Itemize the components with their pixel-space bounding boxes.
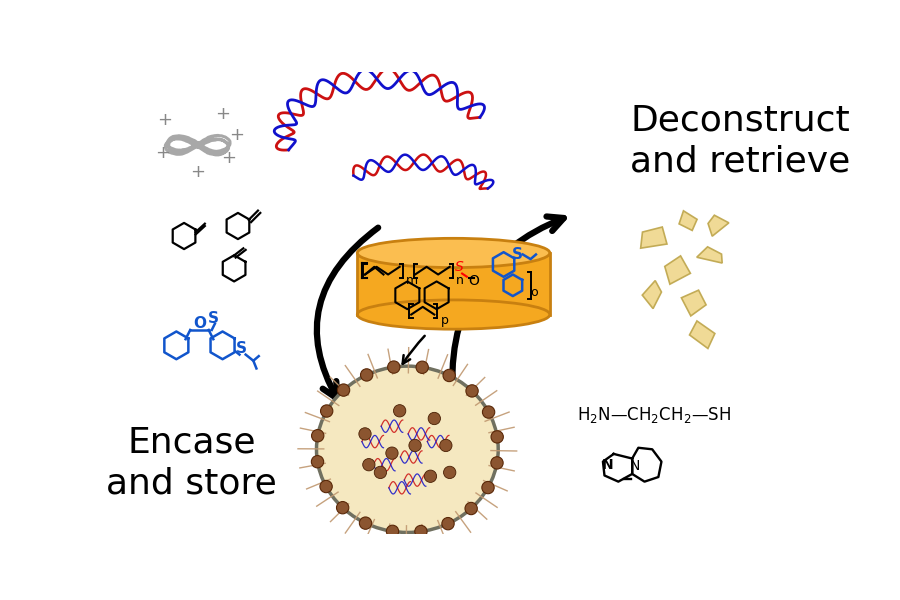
Text: n: n — [456, 274, 464, 287]
Ellipse shape — [357, 238, 550, 268]
Polygon shape — [357, 253, 550, 314]
Circle shape — [311, 430, 324, 442]
Text: o: o — [531, 286, 538, 299]
Circle shape — [359, 428, 371, 440]
Text: S: S — [236, 341, 247, 356]
Circle shape — [363, 458, 375, 471]
Circle shape — [428, 412, 440, 425]
Circle shape — [361, 369, 373, 381]
Circle shape — [320, 405, 333, 417]
Circle shape — [320, 481, 332, 493]
Text: +: + — [155, 144, 170, 162]
Polygon shape — [643, 281, 662, 308]
Circle shape — [440, 439, 452, 452]
Polygon shape — [681, 290, 706, 316]
Text: p: p — [440, 314, 448, 327]
Polygon shape — [680, 211, 698, 230]
Text: S: S — [512, 247, 523, 262]
Text: H$_2$N—$\mathregular{CH_2CH_2}$—SH: H$_2$N—$\mathregular{CH_2CH_2}$—SH — [577, 404, 731, 425]
Circle shape — [442, 518, 454, 530]
Text: N: N — [602, 458, 614, 472]
Text: +: + — [229, 126, 244, 144]
Text: +: + — [158, 111, 172, 129]
Polygon shape — [708, 215, 729, 236]
Polygon shape — [641, 227, 667, 248]
Circle shape — [359, 517, 372, 529]
Text: +: + — [215, 106, 230, 124]
Circle shape — [393, 404, 406, 417]
Ellipse shape — [317, 366, 499, 532]
Polygon shape — [665, 256, 690, 284]
Circle shape — [409, 439, 421, 452]
Text: S: S — [208, 311, 219, 326]
Circle shape — [424, 470, 436, 482]
Circle shape — [491, 457, 503, 469]
Polygon shape — [697, 247, 722, 263]
Text: +: + — [191, 163, 205, 181]
Text: +: + — [221, 149, 236, 167]
Circle shape — [338, 384, 350, 396]
Circle shape — [482, 481, 494, 494]
Ellipse shape — [357, 300, 550, 329]
Circle shape — [386, 447, 398, 460]
Text: Encase
and store: Encase and store — [106, 426, 277, 500]
Circle shape — [415, 526, 428, 538]
Text: Deconstruct
and retrieve: Deconstruct and retrieve — [630, 104, 850, 179]
Circle shape — [465, 502, 477, 515]
Text: O: O — [468, 274, 479, 287]
Circle shape — [311, 455, 324, 468]
Circle shape — [388, 361, 400, 373]
Circle shape — [491, 431, 503, 443]
Circle shape — [482, 406, 495, 418]
Circle shape — [337, 502, 349, 514]
Circle shape — [374, 466, 387, 479]
Circle shape — [416, 361, 428, 373]
Circle shape — [444, 466, 456, 479]
Text: m: m — [406, 274, 418, 287]
Text: O: O — [193, 316, 206, 331]
Circle shape — [443, 370, 455, 382]
Circle shape — [466, 385, 478, 397]
Circle shape — [386, 525, 399, 538]
Text: N: N — [630, 459, 641, 473]
Polygon shape — [689, 321, 715, 349]
Text: S: S — [455, 260, 464, 274]
